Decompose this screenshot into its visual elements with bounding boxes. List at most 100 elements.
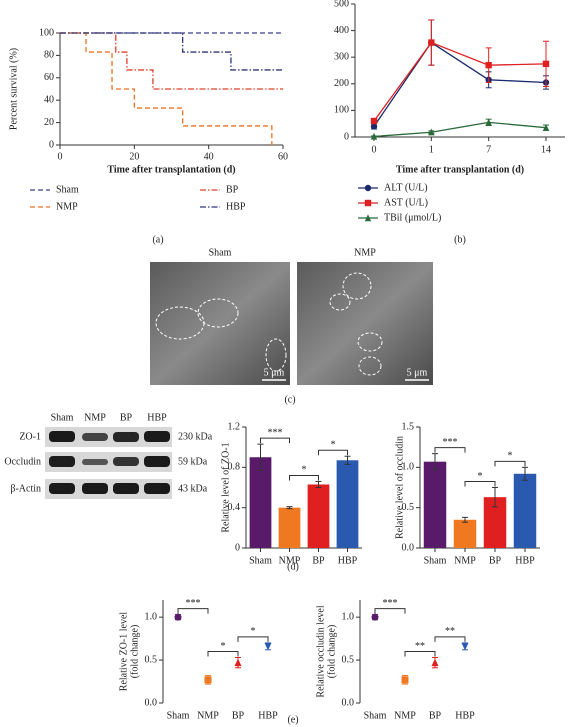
significance-bracket (434, 636, 466, 642)
marker (364, 199, 372, 207)
x-axis-label: Time after transplantation (d) (396, 164, 524, 175)
bar (336, 460, 359, 548)
blot-strip (45, 479, 172, 499)
legend-label: BP (226, 184, 239, 195)
legend-label: AST (U/L) (384, 197, 428, 208)
significance-bracket (237, 636, 269, 642)
y-axis-label: Relative occludin level (315, 605, 326, 697)
survival-line (60, 32, 273, 145)
x-tick-label: NMP (279, 555, 301, 566)
x-tick-label: NMP (394, 710, 416, 721)
x-tick-label: 40 (204, 151, 214, 162)
legend-label: NMP (56, 201, 78, 212)
x-tick-label: 0 (58, 151, 63, 162)
x-tick-label: 20 (129, 151, 139, 162)
protein-label: ZO-1 (19, 431, 41, 442)
series-line (373, 121, 547, 138)
significance-label: *** (268, 427, 283, 438)
size-label: 43 kDa (178, 483, 208, 494)
bar (278, 507, 301, 548)
marker (234, 658, 242, 667)
y-tick-label: 0.0 (342, 697, 355, 708)
highlight (358, 356, 382, 376)
y-tick-label: 1.0 (342, 611, 355, 622)
y-tick-label: 1.5 (402, 421, 415, 432)
lane-label: HBP (147, 412, 167, 423)
blot-strip (45, 427, 172, 447)
significance-label: * (331, 440, 336, 451)
significance-bracket (318, 449, 348, 456)
bar (423, 461, 447, 548)
y-tick-label: 0 (235, 542, 240, 553)
x-tick-label: Sham (249, 555, 272, 566)
significance-label: * (478, 471, 483, 482)
x-tick-label: HBP (338, 555, 358, 566)
marker (204, 676, 212, 684)
bar (249, 457, 272, 548)
significance-label: * (302, 465, 307, 476)
marker (485, 118, 492, 126)
blot-strip (45, 452, 172, 472)
survival-line (60, 32, 283, 90)
micrograph-sham (150, 262, 290, 385)
marker (370, 117, 378, 125)
y-tick-label: 0 (49, 139, 54, 150)
legend-label: HBP (226, 201, 246, 212)
image (150, 262, 290, 385)
highlight (342, 272, 372, 300)
highlight (197, 298, 239, 328)
y-tick-label: 0.0 (402, 542, 415, 553)
significance-label: ** (445, 626, 455, 637)
y-tick-label: 0.0 (145, 697, 158, 708)
y-tick-label: 1.2 (228, 421, 241, 432)
y-tick-label: 500 (334, 0, 349, 9)
y-tick-label: 1.0 (402, 462, 415, 473)
size-label: 230 kDa (178, 431, 213, 442)
significance-bracket (494, 460, 526, 467)
marker (370, 123, 378, 130)
band (144, 431, 170, 442)
y-tick-label: 0.5 (342, 654, 355, 665)
y-tick-label: 0.8 (228, 462, 241, 473)
band (82, 459, 108, 465)
y-tick-label: 200 (334, 78, 349, 89)
x-tick-label: BP (232, 710, 245, 721)
y-axis-label: Percent survival (%) (8, 48, 19, 130)
y-axis-label: (fold change) (326, 625, 337, 679)
western-blot (45, 427, 172, 499)
significance-bracket (289, 474, 319, 481)
marker (431, 658, 439, 667)
marker (542, 60, 550, 68)
x-tick-label: HBP (515, 555, 535, 566)
y-axis-label: Relative level of ZO-1 (220, 442, 231, 532)
marker (174, 613, 182, 621)
marker (264, 642, 272, 651)
highlight (265, 338, 287, 372)
x-tick-label: 14 (541, 144, 551, 155)
x-tick-label: BP (489, 555, 502, 566)
size-label: 59 kDa (178, 456, 208, 467)
significance-bracket (464, 481, 496, 487)
image (297, 262, 433, 385)
bar (513, 473, 537, 548)
marker (371, 613, 379, 621)
marker (542, 123, 550, 131)
bar (483, 497, 507, 548)
y-axis-label: (fold change) (129, 625, 140, 679)
series-line (373, 41, 547, 127)
marker (364, 214, 372, 222)
band (82, 433, 108, 441)
y-tick-label: 100 (39, 27, 54, 38)
significance-bracket (404, 651, 436, 657)
band (144, 483, 170, 494)
significance-bracket (260, 437, 290, 444)
lane-label: NMP (84, 412, 106, 423)
x-tick-label: NMP (454, 555, 476, 566)
x-tick-label: 1 (429, 144, 434, 155)
series-line (373, 41, 547, 122)
x-tick-label: HBP (258, 710, 278, 721)
bar (453, 519, 477, 548)
bar (307, 484, 330, 548)
